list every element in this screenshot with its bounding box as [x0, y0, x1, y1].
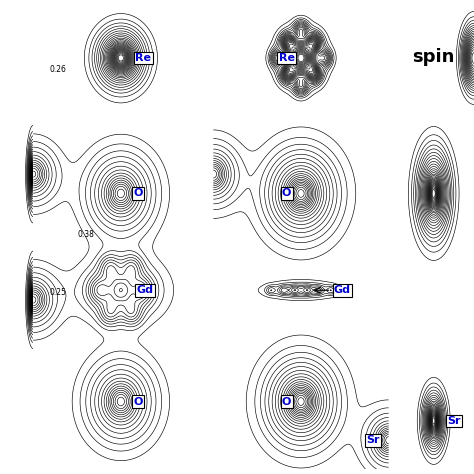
Text: O: O — [134, 189, 143, 199]
Text: Gd: Gd — [334, 285, 351, 295]
Text: 0.26: 0.26 — [49, 65, 66, 74]
Text: Sr: Sr — [447, 416, 461, 426]
Text: 0.38: 0.38 — [77, 230, 94, 239]
Text: O: O — [282, 397, 292, 407]
Text: Gd: Gd — [137, 285, 153, 295]
Text: 0.25: 0.25 — [49, 288, 66, 297]
Text: O: O — [134, 397, 143, 407]
Text: spin: spin — [412, 48, 455, 66]
Text: Re: Re — [279, 53, 295, 63]
Text: O: O — [282, 189, 292, 199]
Text: Re: Re — [135, 53, 151, 63]
Text: Sr: Sr — [366, 435, 380, 445]
